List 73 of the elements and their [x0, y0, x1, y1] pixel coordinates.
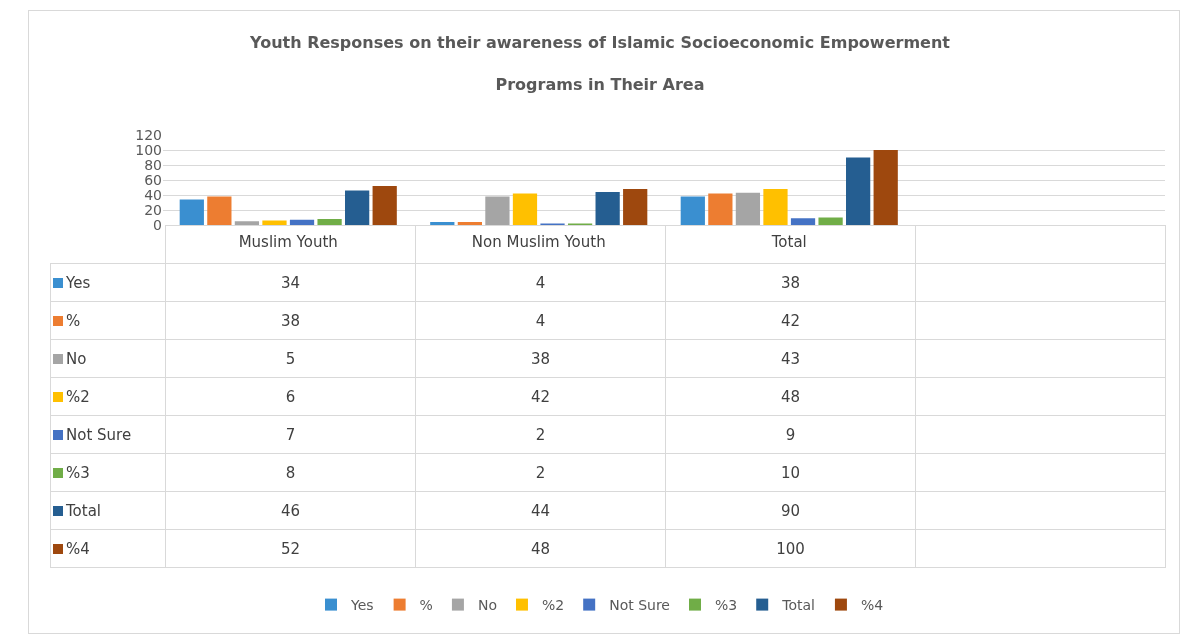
bar	[345, 190, 370, 225]
data-label: 9	[665, 415, 916, 454]
bar	[234, 221, 260, 225]
legend-label: Yes	[50, 263, 166, 302]
data-label: 42	[665, 301, 916, 340]
data-label: 38	[665, 263, 916, 302]
bar	[262, 220, 287, 225]
data-label: 6	[165, 377, 416, 416]
data-label: 4	[415, 301, 666, 340]
y-tick-label: 40	[144, 186, 162, 203]
bar	[790, 218, 816, 225]
bar	[430, 222, 455, 225]
y-tick-label: 60	[144, 171, 162, 188]
bar	[735, 192, 761, 225]
bar	[818, 217, 843, 225]
data-label: 43	[665, 339, 916, 378]
x-tick-label: Total	[770, 233, 807, 251]
legend-label: No	[50, 339, 166, 378]
bar	[873, 150, 898, 225]
data-label: 38	[415, 339, 666, 378]
data-label: 5	[165, 339, 416, 378]
data-label: 4	[415, 263, 666, 302]
legend-label: %2	[50, 377, 166, 416]
data-label: 38	[165, 301, 416, 340]
data-label: 44	[415, 491, 666, 530]
legend-label: %3	[50, 453, 166, 492]
x-tick-label: Muslim Youth	[238, 233, 338, 251]
bar	[680, 196, 705, 225]
bar	[512, 193, 538, 225]
y-tick-label: 120	[135, 126, 162, 143]
data-label: 100	[665, 529, 916, 568]
bar	[372, 186, 397, 225]
text: Not Sure	[609, 597, 670, 614]
y-tick-label: 0	[153, 216, 162, 233]
data-label: 2	[415, 453, 666, 492]
y-tick-label: 80	[144, 156, 162, 173]
bar	[179, 199, 204, 225]
text: %2	[541, 597, 565, 614]
bar	[708, 193, 733, 225]
bar	[623, 189, 648, 225]
bar	[595, 192, 620, 225]
data-label: 2	[415, 415, 666, 454]
text: No	[477, 597, 497, 614]
data-label: 48	[415, 529, 666, 568]
bar	[207, 196, 232, 225]
data-label: 42	[415, 377, 666, 416]
text: %	[419, 597, 433, 614]
data-label: 46	[165, 491, 416, 530]
bar	[485, 196, 510, 225]
text: Total	[782, 597, 815, 614]
bar	[289, 219, 315, 225]
data-label: 10	[665, 453, 916, 492]
bar	[317, 219, 342, 225]
bar	[763, 189, 788, 225]
data-label: 7	[165, 415, 416, 454]
text: %3	[715, 597, 738, 614]
legend-label: %	[50, 301, 166, 340]
data-label: 90	[665, 491, 916, 530]
y-tick-label: 20	[144, 201, 162, 218]
bar	[846, 157, 871, 225]
data-label: 8	[165, 453, 416, 492]
x-tick-label: Non Muslim Youth	[471, 233, 606, 251]
text: Yes	[351, 597, 374, 614]
data-label: 48	[665, 377, 916, 416]
legend-label: Not Sure	[50, 415, 166, 454]
data-label: 34	[165, 263, 416, 302]
legend-label: Total	[50, 491, 166, 530]
y-tick-label: 100	[135, 141, 162, 158]
bar	[457, 222, 482, 225]
text: %4	[66, 539, 90, 558]
chart-title: Youth Responses on their awareness of Islamic Socioeconomic Empowerment Programs in Their Area	[250, 33, 950, 94]
data-label: 52	[165, 529, 416, 568]
legend-label: %4	[860, 597, 884, 614]
